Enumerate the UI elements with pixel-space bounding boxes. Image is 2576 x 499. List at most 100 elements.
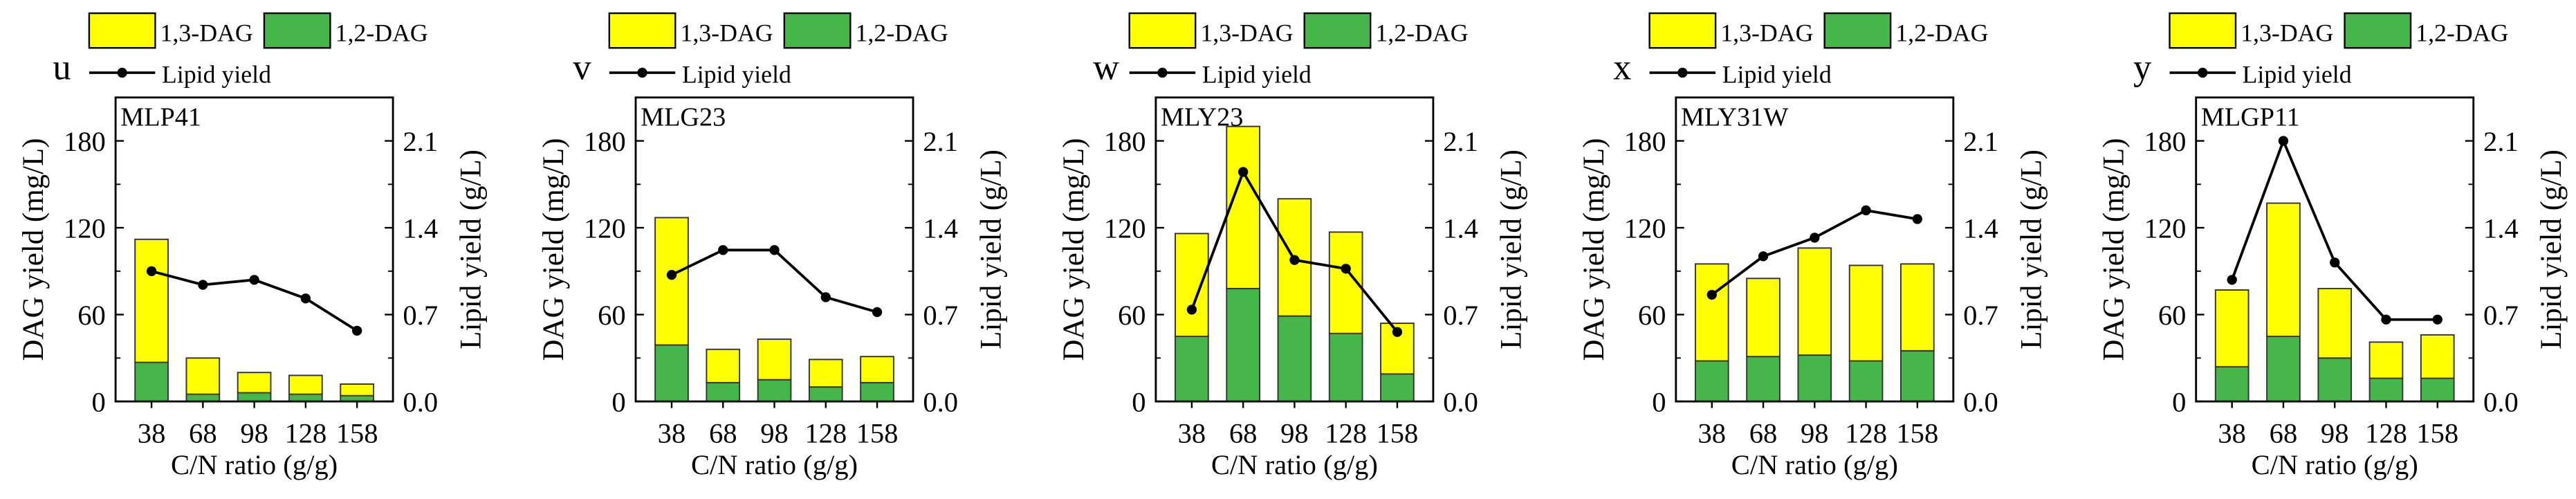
bar-13dag-38: [134, 238, 169, 363]
legend-marker-lipid: [1677, 67, 1688, 78]
bar-13dag-158: [1900, 263, 1935, 352]
legend-swatch-13dag: [88, 12, 156, 49]
legend-swatch-12dag: [783, 12, 852, 49]
strain-label: MLP41: [120, 102, 201, 131]
x-axis-title: C/N ratio (g/g): [691, 449, 858, 480]
y2-tick-label: 0.7: [403, 300, 438, 331]
legend-label-13dag: 1,3-DAG: [1720, 19, 1813, 47]
x-tick-label: 68: [709, 418, 737, 449]
bar-13dag-158: [2420, 334, 2455, 379]
y2-tick-label: 2.1: [923, 126, 958, 157]
x-axis-title: C/N ratio (g/g): [1211, 449, 1378, 480]
bar-12dag-158: [1380, 373, 1415, 402]
bar-13dag-38: [1694, 263, 1729, 362]
x-tick-label: 98: [760, 418, 789, 449]
lipid-point-98: [1289, 255, 1300, 265]
bar-12dag-68: [706, 381, 741, 402]
x-tick-label: 128: [1325, 418, 1367, 449]
y-tick-label: 0: [1652, 386, 1666, 417]
y2-tick-label: 1.4: [2483, 212, 2519, 244]
chart-panel-w: 1,3-DAG 1,2-DAG Lipid yield w MLY23 0 60 120 180…: [1058, 12, 1527, 480]
y-tick-label: 60: [1638, 300, 1666, 331]
lipid-point-68: [1758, 251, 1769, 262]
bar-12dag-128: [1848, 360, 1884, 402]
bar-12dag-38: [654, 344, 689, 402]
y2-tick-label: 0.7: [1963, 300, 1998, 331]
lipid-point-98: [2330, 257, 2340, 268]
lipid-point-38: [666, 270, 677, 280]
lipid-yield-line: [671, 248, 878, 314]
x-tick-label: 38: [138, 418, 166, 449]
lipid-point-68: [198, 280, 208, 290]
y-tick-label: 0: [1132, 386, 1146, 417]
bar-13dag-128: [808, 359, 843, 388]
y2-axis-title: Lipid yield (g/L): [2015, 149, 2048, 350]
strain-label: MLG23: [641, 102, 726, 131]
x-tick-label: 38: [1178, 418, 1206, 449]
panel-letter: y: [2133, 48, 2152, 88]
chart-panel-y: 1,3-DAG 1,2-DAG Lipid yield y MLGP11 0 60 120 18…: [2098, 12, 2568, 480]
bar-13dag-128: [1848, 264, 1884, 362]
strain-label: MLGP11: [2201, 102, 2300, 131]
legend: 1,3-DAG 1,2-DAG Lipid yield: [2169, 12, 2508, 88]
bar-13dag-128: [2368, 341, 2404, 379]
bar-12dag-158: [2420, 377, 2455, 402]
y-tick-label: 180: [2144, 126, 2187, 157]
y-tick-label: 120: [2144, 212, 2187, 244]
legend-label-12dag: 1,2-DAG: [855, 19, 948, 47]
y-tick-label: 180: [584, 126, 626, 157]
legend-label-lipid: Lipid yield: [1722, 60, 1832, 88]
lipid-point-98: [1810, 233, 1820, 243]
lipid-point-128: [300, 293, 311, 304]
legend-label-12dag: 1,2-DAG: [1375, 19, 1468, 47]
legend-label-13dag: 1,3-DAG: [1200, 19, 1293, 47]
bar-12dag-38: [1175, 335, 1209, 402]
legend-label-13dag: 1,3-DAG: [680, 19, 773, 47]
y-tick-label: 120: [1104, 212, 1146, 244]
y-axis-title: DAG yield (mg/L): [537, 138, 570, 361]
y-axis-title: DAG yield (mg/L): [2098, 138, 2131, 361]
bar-12dag-98: [2317, 357, 2353, 402]
x-tick-label: 158: [1377, 418, 1419, 449]
y-axis-title: DAG yield (mg/L): [1058, 138, 1090, 361]
y-tick-label: 60: [2158, 300, 2187, 331]
bar-13dag-98: [237, 372, 272, 394]
legend-label-lipid: Lipid yield: [682, 60, 791, 88]
panel-letter: u: [53, 48, 71, 88]
y-tick-label: 0: [2172, 386, 2186, 417]
x-tick-label: 98: [2321, 418, 2349, 449]
bar-12dag-38: [1694, 360, 1729, 402]
legend-swatch-12dag: [2344, 12, 2412, 49]
legend-swatch-12dag: [263, 12, 331, 49]
legend-label-13dag: 1,3-DAG: [160, 19, 253, 47]
bar-12dag-128: [1328, 332, 1363, 402]
y-axis-title: DAG yield (mg/L): [1578, 138, 1610, 361]
bar-12dag-98: [757, 379, 792, 402]
bar-13dag-98: [2317, 287, 2353, 359]
legend-label-lipid: Lipid yield: [1202, 60, 1312, 88]
panel-letter: x: [1613, 48, 1631, 88]
y2-tick-label: 0.7: [1443, 300, 1478, 331]
legend-label-13dag: 1,3-DAG: [2241, 19, 2333, 47]
bar-12dag-128: [2368, 377, 2404, 402]
bar-12dag-98: [1797, 354, 1832, 402]
bar-12dag-68: [185, 393, 221, 402]
y2-tick-label: 2.1: [2483, 126, 2519, 157]
x-tick-label: 38: [1698, 418, 1727, 449]
x-axis-title: C/N ratio (g/g): [2252, 449, 2418, 480]
lipid-point-158: [1392, 327, 1403, 337]
legend-swatch-13dag: [2169, 12, 2237, 49]
strain-label: MLY31W: [1681, 102, 1788, 131]
y2-tick-label: 0.0: [1443, 386, 1478, 417]
x-tick-label: 128: [1845, 418, 1887, 449]
legend-label-12dag: 1,2-DAG: [335, 19, 428, 47]
y2-tick-label: 0.7: [2483, 300, 2519, 331]
chart-panel-v: 1,3-DAG 1,2-DAG Lipid yield v MLG23 0 60 120 180…: [537, 12, 1008, 480]
lipid-point-38: [1186, 305, 1197, 315]
x-tick-label: 68: [1229, 418, 1258, 449]
bar-12dag-158: [860, 381, 894, 402]
y2-tick-label: 2.1: [1963, 126, 1998, 157]
lipid-point-38: [146, 266, 157, 276]
y2-axis-title: Lipid yield (g/L): [975, 149, 1008, 350]
x-tick-label: 38: [658, 418, 686, 449]
